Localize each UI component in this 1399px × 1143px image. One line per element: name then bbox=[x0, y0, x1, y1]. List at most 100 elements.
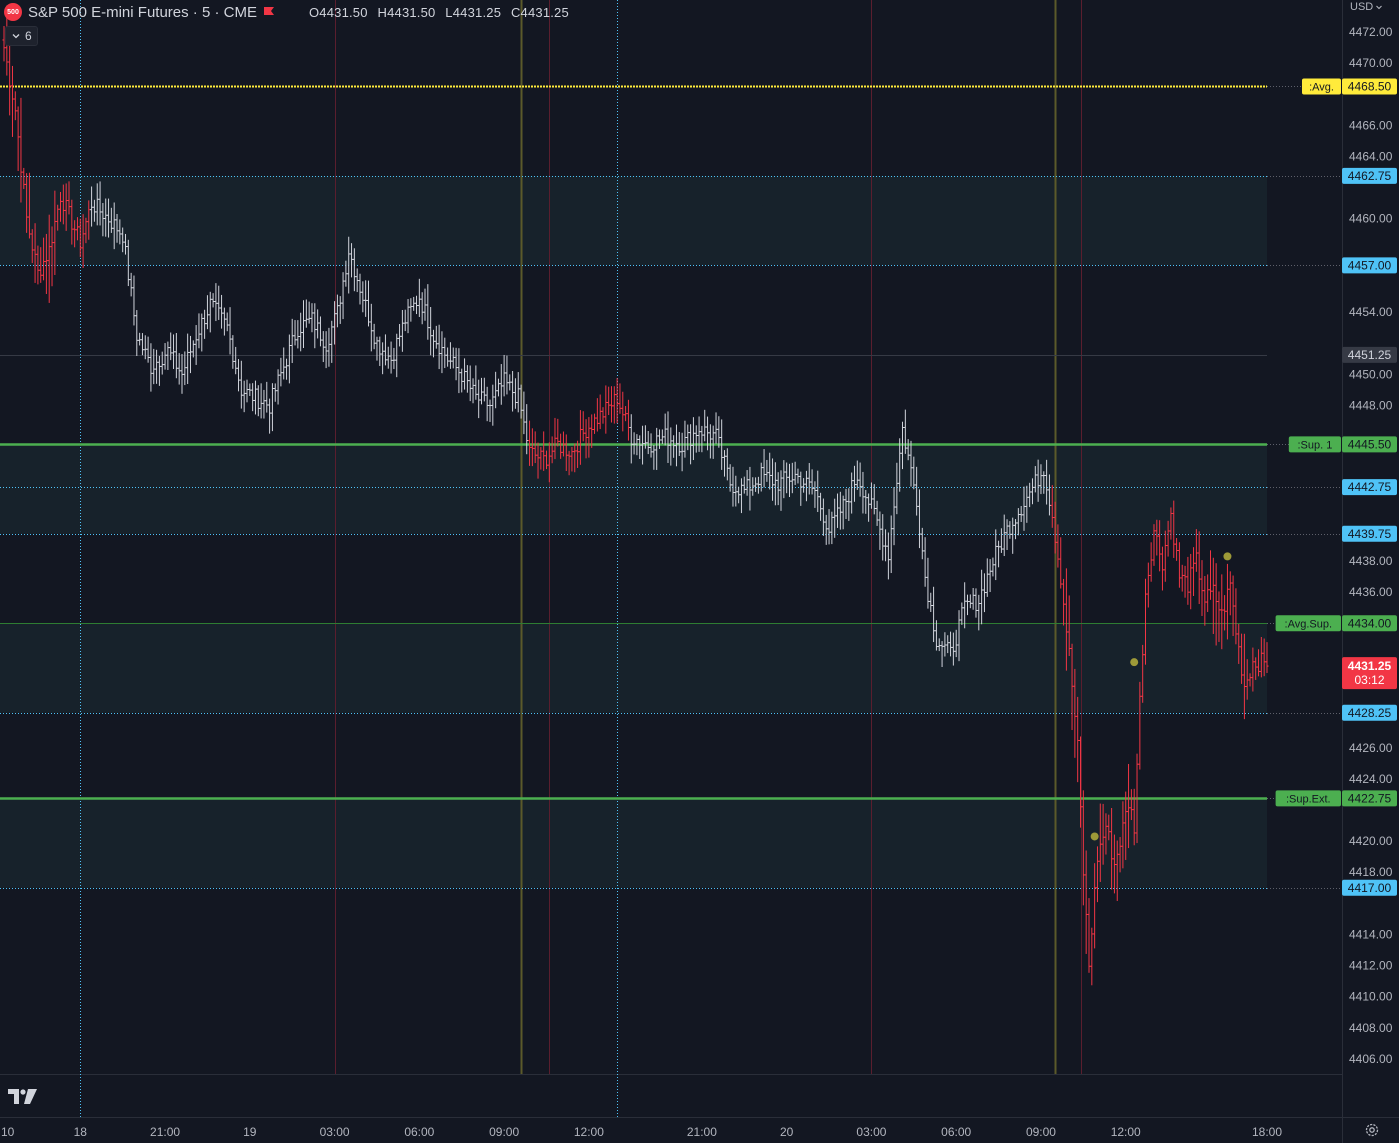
time-tick-label: 10 bbox=[1, 1125, 15, 1139]
bar-countdown-text: 03:12 bbox=[1354, 673, 1384, 687]
price-tick-label: 4454.00 bbox=[1349, 305, 1393, 319]
time-tick-label: 21:00 bbox=[687, 1125, 717, 1139]
level-price-tag-text: 4445.50 bbox=[1348, 437, 1392, 451]
level-price-tag bbox=[1342, 257, 1397, 274]
time-tick-label: 09:00 bbox=[1026, 1125, 1056, 1139]
time-tick-label: 20 bbox=[780, 1125, 794, 1139]
price-tick-label: 4450.00 bbox=[1349, 367, 1393, 381]
price-tick-label: 4448.00 bbox=[1349, 398, 1393, 412]
price-tick-label: 4410.00 bbox=[1349, 990, 1393, 1004]
price-axis[interactable]: 4406.00 4408.00 4410.00 4412.00 4414.00 4418.… bbox=[1349, 25, 1393, 1066]
level-price-tag-text: 4422.75 bbox=[1348, 791, 1392, 805]
current-price-tag bbox=[1342, 657, 1397, 690]
level-price-tag bbox=[1342, 436, 1397, 453]
signal-marker bbox=[1090, 832, 1099, 841]
price-tick-label: 4406.00 bbox=[1349, 1052, 1393, 1066]
level-price-tag bbox=[1342, 879, 1397, 896]
price-tick-label: 4412.00 bbox=[1349, 959, 1393, 973]
level-name-text: :Avg. bbox=[1309, 81, 1334, 93]
chevron-down-icon bbox=[1376, 5, 1383, 10]
level-name-tag bbox=[1275, 615, 1341, 632]
indicators-toggle-button[interactable]: 6 bbox=[5, 26, 38, 46]
price-tick-label: 4438.00 bbox=[1349, 554, 1393, 568]
level-price-tag-text: 4428.25 bbox=[1348, 706, 1392, 720]
time-tick-label: 03:00 bbox=[856, 1125, 886, 1139]
level-price-tag-text: 4417.00 bbox=[1348, 881, 1392, 895]
level-price-tag-text: 4442.75 bbox=[1348, 480, 1392, 494]
currency-label: USD bbox=[1350, 1, 1374, 13]
close-value: C4431.25 bbox=[510, 4, 569, 20]
price-tick-label: 4460.00 bbox=[1349, 212, 1393, 226]
level-price-tag bbox=[1342, 167, 1397, 184]
support-zone bbox=[0, 444, 1267, 534]
chart-header: 500 S&P 500 E-mini Futures · 5 · CME O44… bbox=[4, 3, 575, 21]
time-axis[interactable]: 10 18 21:00 19 03:00 06:00 09:00 12:00 21:00 20 03… bbox=[1, 1125, 1282, 1139]
price-tick-label: 4436.00 bbox=[1349, 585, 1393, 599]
time-tick-label: 12:00 bbox=[1111, 1125, 1141, 1139]
time-tick-label: 18:00 bbox=[1252, 1125, 1282, 1139]
ohlc-values: O4431.50 H4431.50 L4431.25 C4431.25 bbox=[309, 5, 575, 20]
time-tick-label: 12:00 bbox=[574, 1125, 604, 1139]
level-price-tag bbox=[1342, 615, 1397, 632]
price-tick-label: 4418.00 bbox=[1349, 865, 1393, 879]
level-price-tag-text: 4462.75 bbox=[1348, 169, 1392, 183]
level-name-text: :Sup. 1 bbox=[1297, 439, 1332, 451]
level-price-tag-text: 4457.00 bbox=[1348, 258, 1392, 272]
high-value: H4431.50 bbox=[377, 4, 436, 20]
level-name-tag bbox=[1288, 436, 1341, 453]
level-price-tag bbox=[1342, 525, 1397, 542]
level-name-text: :Avg.Sup. bbox=[1285, 618, 1333, 630]
price-tick-label: 4424.00 bbox=[1349, 772, 1393, 786]
current-price-text: 4431.25 bbox=[1348, 659, 1392, 673]
symbol-title[interactable]: S&P 500 E-mini Futures · 5 · CME bbox=[28, 3, 257, 21]
gear-icon[interactable] bbox=[1364, 1122, 1380, 1138]
open-value: O4431.50 bbox=[308, 4, 368, 20]
price-tick-label: 4408.00 bbox=[1349, 1021, 1393, 1035]
price-tick-label: 4414.00 bbox=[1349, 927, 1393, 941]
chevron-down-icon bbox=[12, 34, 20, 39]
signal-marker bbox=[1223, 552, 1232, 561]
level-name-tag bbox=[1275, 790, 1341, 807]
last-close-tag bbox=[1342, 346, 1397, 363]
price-tick-label: 4464.00 bbox=[1349, 149, 1393, 163]
price-tick-label: 4466.00 bbox=[1349, 118, 1393, 132]
indicators-count: 6 bbox=[25, 29, 32, 43]
level-price-tag bbox=[1342, 78, 1397, 95]
signal-marker bbox=[1130, 658, 1139, 667]
signal-markers bbox=[1090, 552, 1232, 841]
level-name-text: :Sup.Ext. bbox=[1286, 793, 1331, 805]
level-name-tag bbox=[1302, 78, 1341, 95]
support-zone bbox=[0, 798, 1267, 888]
tradingview-logo-icon[interactable] bbox=[7, 1087, 39, 1107]
flag-icon[interactable] bbox=[263, 6, 275, 18]
price-tick-label: 4420.00 bbox=[1349, 834, 1393, 848]
ohlc-bar bbox=[1265, 642, 1269, 673]
currency-selector[interactable]: USD bbox=[1350, 1, 1383, 13]
level-price-tag bbox=[1342, 479, 1397, 496]
time-tick-label: 06:00 bbox=[941, 1125, 971, 1139]
support-zone bbox=[0, 175, 1267, 266]
symbol-logo[interactable]: 500 bbox=[4, 3, 22, 21]
last-close-tag-text: 4451.25 bbox=[1348, 348, 1392, 362]
level-price-tag-text: 4439.75 bbox=[1348, 527, 1392, 541]
level-price-tag bbox=[1342, 790, 1397, 807]
price-tags: 4468.50 :Avg. 4462.75 4457.00 4445.50 :Sup. 1… bbox=[1275, 78, 1397, 896]
level-price-tag-text: 4434.00 bbox=[1348, 616, 1392, 630]
ohlc-bars bbox=[2, 5, 1269, 986]
time-tick-label: 03:00 bbox=[320, 1125, 350, 1139]
price-tick-label: 4472.00 bbox=[1349, 25, 1393, 39]
time-tick-label: 18 bbox=[74, 1125, 88, 1139]
time-tick-label: 21:00 bbox=[150, 1125, 180, 1139]
level-lines bbox=[0, 85, 1342, 889]
time-tick-label: 19 bbox=[243, 1125, 257, 1139]
price-tick-label: 4426.00 bbox=[1349, 741, 1393, 755]
level-price-tag-text: 4468.50 bbox=[1348, 79, 1392, 93]
support-zone bbox=[0, 623, 1267, 713]
time-tick-label: 06:00 bbox=[404, 1125, 434, 1139]
low-value: L4431.25 bbox=[445, 4, 502, 20]
time-tick-label: 09:00 bbox=[489, 1125, 519, 1139]
level-price-tag bbox=[1342, 704, 1397, 721]
